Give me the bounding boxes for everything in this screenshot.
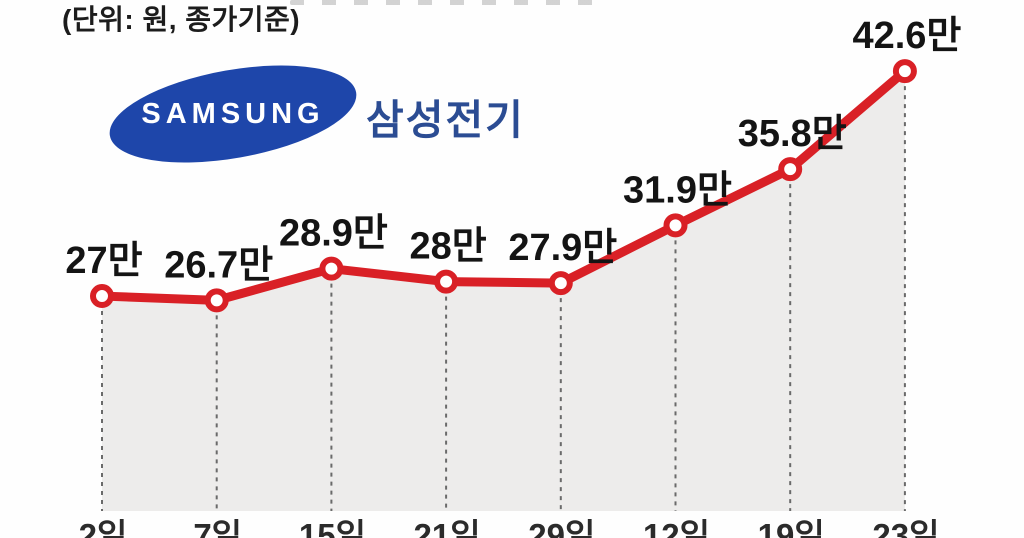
x-axis-label: 19일	[758, 517, 825, 538]
data-point	[778, 157, 803, 182]
data-point	[90, 284, 114, 309]
data-point	[434, 269, 459, 294]
x-axis-label: 29일	[528, 517, 595, 538]
x-axis-label: 12일	[643, 517, 710, 538]
area-fill	[102, 71, 905, 511]
x-axis-label: 21일	[414, 517, 481, 538]
point-value-label: 31.9만	[623, 169, 732, 211]
data-point	[892, 59, 917, 84]
point-value-label: 28만	[409, 226, 486, 268]
x-axis-label: 15일	[299, 517, 366, 538]
point-value-label: 42.6만	[852, 15, 961, 57]
samsung-wordmark-text: SAMSUNG	[141, 97, 325, 130]
x-axis-label: 2일	[79, 517, 128, 538]
cropped-title-remnant	[290, 0, 610, 5]
unit-note: (단위: 원, 종가기준)	[62, 4, 301, 35]
data-point	[548, 271, 573, 296]
point-value-label: 28.9만	[279, 213, 388, 255]
point-value-label: 35.8만	[738, 113, 847, 155]
data-point	[204, 288, 229, 313]
point-value-label: 27만	[65, 240, 142, 282]
company-name-text: 삼성전기	[366, 97, 525, 143]
price-line	[97, 66, 910, 305]
data-point	[319, 256, 344, 281]
point-value-label: 27.9만	[508, 227, 617, 269]
x-axis-label: 23일	[872, 517, 939, 538]
point-value-label: 26.7만	[164, 244, 273, 286]
data-point	[663, 213, 688, 238]
x-axis-label: 7일	[193, 517, 242, 538]
